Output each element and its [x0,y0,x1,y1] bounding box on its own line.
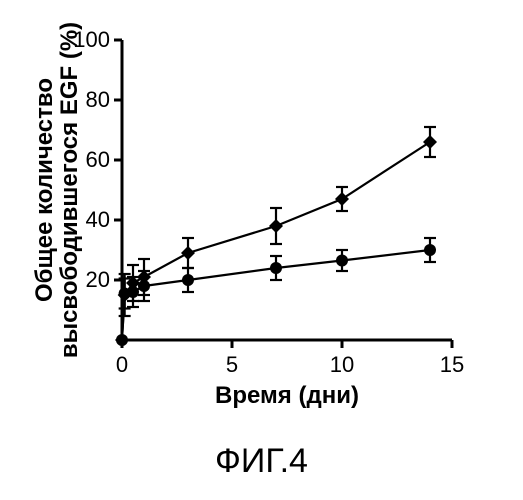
marker-circle [138,280,150,292]
y-tick-label: 20 [86,267,110,293]
figure-caption: ФИГ.4 [0,442,523,481]
y-tick-label: 40 [86,207,110,233]
y-tick-label: 80 [86,87,110,113]
y-tick-label: 100 [73,27,110,53]
chart-plot-area [0,0,482,360]
x-tick-label: 0 [102,352,142,378]
marker-circle [182,274,194,286]
marker-circle [127,286,139,298]
chart-svg [0,0,482,360]
marker-diamond [181,246,195,260]
marker-circle [270,262,282,274]
x-axis-label: Время (дни) [122,382,452,410]
marker-diamond [269,219,283,233]
x-tick-label: 5 [212,352,252,378]
y-tick-label: 60 [86,147,110,173]
marker-diamond [423,135,437,149]
marker-circle [116,334,128,346]
marker-circle [336,255,348,267]
x-tick-label: 15 [432,352,472,378]
marker-diamond [335,192,349,206]
x-tick-label: 10 [322,352,362,378]
marker-circle [424,244,436,256]
